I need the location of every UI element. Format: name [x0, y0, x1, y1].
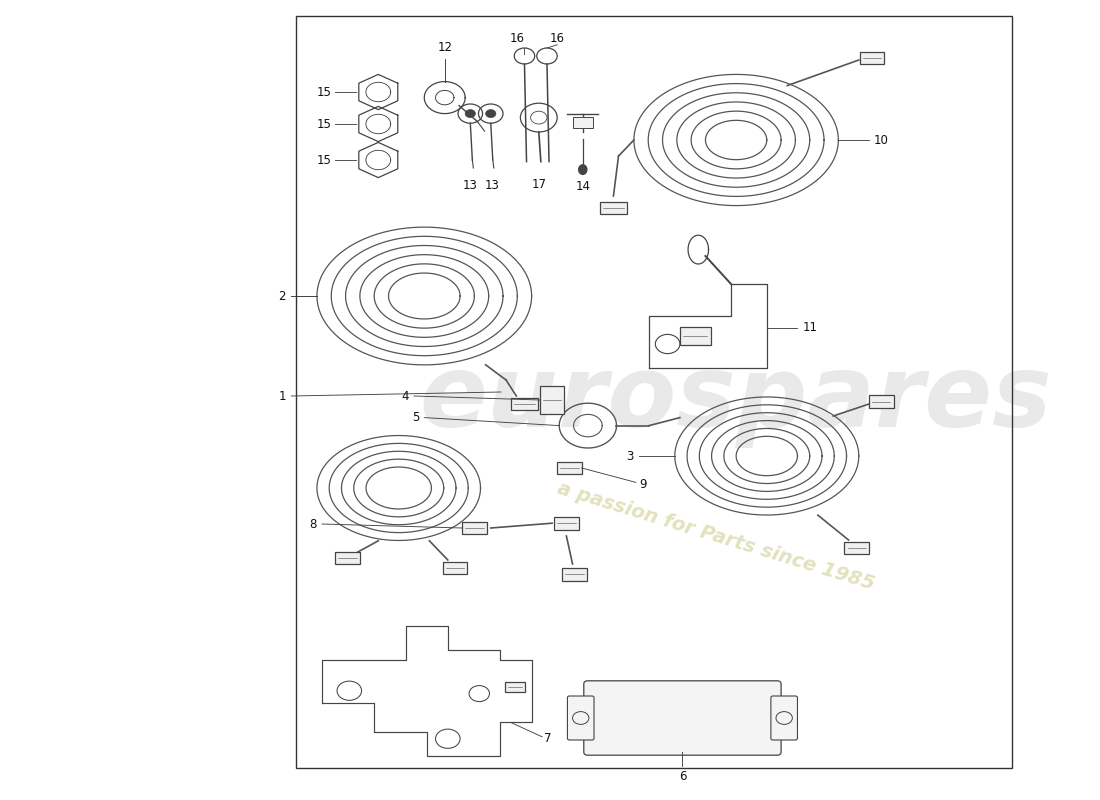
Bar [297, 16, 1012, 768]
Bar [512, 398, 538, 410]
Bar [869, 395, 893, 408]
Text: 5: 5 [411, 411, 419, 424]
Text: 15: 15 [317, 154, 331, 166]
FancyBboxPatch shape [584, 681, 781, 755]
Bar [845, 542, 869, 554]
Bar [462, 522, 486, 534]
Circle shape [485, 110, 496, 118]
Text: 12: 12 [437, 42, 452, 54]
Text: 9: 9 [639, 478, 647, 490]
Text: eurospares: eurospares [420, 351, 1053, 449]
Text: 15: 15 [317, 86, 331, 98]
Text: a passion for Parts since 1985: a passion for Parts since 1985 [554, 478, 877, 594]
Ellipse shape [579, 165, 587, 174]
Bar [558, 462, 582, 474]
Text: 7: 7 [544, 732, 552, 746]
Bar [562, 568, 587, 581]
Bar [442, 562, 468, 574]
Text: 16: 16 [509, 32, 525, 45]
Text: 1: 1 [278, 390, 286, 402]
Text: 10: 10 [874, 134, 889, 146]
Text: 16: 16 [550, 32, 564, 45]
Text: 2: 2 [277, 290, 285, 302]
FancyBboxPatch shape [568, 696, 594, 740]
Text: 4: 4 [402, 390, 409, 402]
Bar [554, 517, 579, 530]
Text: 15: 15 [317, 118, 331, 130]
Bar [572, 117, 593, 128]
Text: 14: 14 [575, 180, 591, 193]
Bar [860, 51, 884, 64]
Circle shape [465, 110, 475, 118]
Text: 13: 13 [484, 179, 499, 192]
Text: 13: 13 [463, 179, 477, 192]
Bar [680, 327, 711, 345]
Bar [505, 682, 525, 692]
Text: 6: 6 [679, 770, 686, 782]
Bar [601, 202, 627, 214]
Text: 3: 3 [627, 450, 634, 462]
Bar [540, 386, 564, 414]
FancyBboxPatch shape [771, 696, 797, 740]
Text: 11: 11 [803, 322, 817, 334]
Text: 8: 8 [309, 518, 317, 530]
Bar [336, 552, 360, 565]
Text: 17: 17 [531, 178, 547, 190]
